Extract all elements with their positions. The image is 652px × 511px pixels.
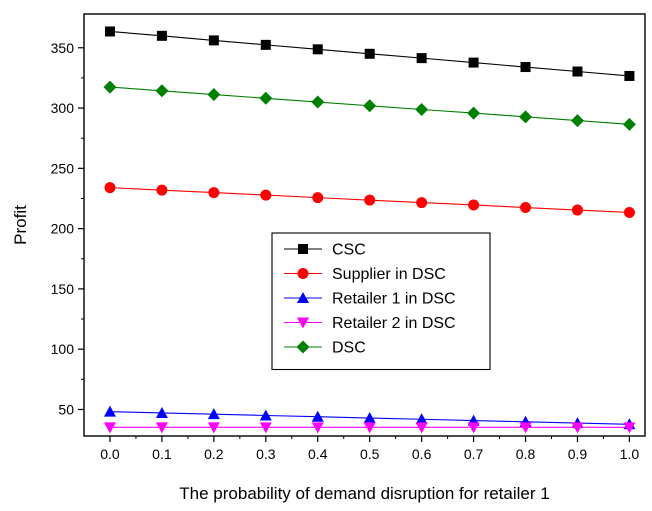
data-point-csc [312, 44, 323, 55]
data-point-retailer-1-in-dsc [155, 406, 168, 418]
data-point-csc [208, 35, 219, 46]
x-tick-label: 0.1 [152, 446, 172, 462]
data-point-retailer-1-in-dsc [259, 409, 272, 421]
legend-item-dsc: DSC [284, 340, 366, 357]
series-supplier-in-dsc [104, 182, 635, 218]
y-tick-label: 150 [51, 281, 75, 297]
y-tick-label: 100 [51, 341, 75, 357]
data-point-retailer-1-in-dsc [311, 410, 324, 422]
series-csc [104, 26, 635, 81]
data-point-dsc [155, 84, 169, 98]
data-point-dsc [259, 91, 273, 105]
data-point-retailer-2-in-dsc [467, 422, 480, 434]
legend-item-csc: CSC [284, 242, 366, 259]
y-tick-label: 250 [51, 160, 75, 176]
data-point-retailer-1-in-dsc [207, 408, 220, 420]
series-dsc [103, 80, 636, 131]
legend: CSC Supplier in DSC Retailer 1 in DSC Retai… [271, 232, 491, 371]
x-tick-label: 0.3 [256, 446, 276, 462]
data-point-csc [520, 62, 531, 73]
data-point-retailer-2-in-dsc [363, 422, 376, 434]
data-point-supplier-in-dsc [104, 182, 116, 194]
legend-item-retailer-2-in-dsc: Retailer 2 in DSC [284, 315, 456, 332]
data-point-supplier-in-dsc [364, 194, 376, 206]
series-retailer-2-in-dsc [103, 422, 636, 434]
data-point-retailer-2-in-dsc [623, 422, 636, 434]
data-point-csc [104, 26, 115, 37]
data-point-csc [572, 66, 583, 77]
data-point-csc [416, 53, 427, 64]
legend-label: CSC [332, 242, 366, 259]
legend-item-supplier-in-dsc: Supplier in DSC [284, 266, 446, 283]
data-point-csc [468, 57, 479, 68]
legend-marker [297, 292, 309, 303]
x-axis-title: The probability of demand disruption for… [179, 484, 549, 503]
data-point-dsc [311, 95, 325, 109]
data-point-retailer-1-in-dsc [415, 413, 428, 425]
x-tick-label: 0.2 [204, 446, 224, 462]
legend-marker [297, 268, 309, 279]
x-tick-label: 0.5 [360, 446, 380, 462]
data-point-supplier-in-dsc [468, 199, 480, 211]
y-tick-label: 300 [51, 100, 75, 116]
x-tick-label: 0.4 [308, 446, 328, 462]
legend-marker [296, 340, 310, 354]
y-tick-label: 200 [51, 221, 75, 237]
data-point-retailer-2-in-dsc [207, 422, 220, 434]
x-tick-label: 0.0 [100, 446, 120, 462]
data-point-dsc [415, 102, 429, 116]
data-point-dsc [467, 106, 481, 120]
legend-label: DSC [332, 340, 366, 357]
data-point-retailer-2-in-dsc [155, 422, 168, 434]
data-point-csc [260, 39, 271, 50]
data-point-retailer-2-in-dsc [571, 422, 584, 434]
data-point-retailer-1-in-dsc [363, 412, 376, 424]
data-point-supplier-in-dsc [623, 206, 635, 218]
legend-label: Retailer 2 in DSC [332, 315, 456, 332]
data-point-dsc [519, 110, 533, 124]
data-point-dsc [570, 114, 584, 128]
data-point-csc [156, 30, 167, 41]
y-tick-label: 50 [58, 401, 74, 417]
data-point-csc [624, 70, 635, 81]
y-axis-title: Profit [11, 205, 30, 245]
legend-marker [297, 317, 309, 329]
plot-frame [83, 13, 646, 437]
data-point-retailer-1-in-dsc [103, 405, 116, 417]
data-point-dsc [622, 117, 636, 131]
legend-label: Supplier in DSC [332, 266, 446, 283]
axes-layer: 0.0 0.1 0.2 0.3 0.4 0.5 0.6 0.7 0.8 0.9 1.0 50 100 15… [51, 40, 640, 462]
data-point-retailer-2-in-dsc [259, 422, 272, 434]
data-point-supplier-in-dsc [520, 202, 532, 214]
x-tick-label: 0.6 [412, 446, 432, 462]
plot-area [83, 13, 646, 437]
data-point-supplier-in-dsc [156, 184, 168, 196]
x-tick-label: 1.0 [620, 446, 640, 462]
legend-item-retailer-1-in-dsc: Retailer 1 in DSC [284, 291, 456, 308]
y-tick-label: 350 [51, 40, 75, 56]
data-point-csc [364, 48, 375, 59]
data-point-retailer-2-in-dsc [311, 422, 324, 434]
data-point-retailer-2-in-dsc [415, 422, 428, 434]
data-point-dsc [103, 80, 117, 94]
x-tick-label: 0.8 [516, 446, 536, 462]
data-point-dsc [207, 88, 221, 102]
legend-marker [298, 244, 308, 254]
data-point-supplier-in-dsc [416, 197, 428, 209]
data-point-supplier-in-dsc [260, 189, 272, 201]
x-tick-label: 0.9 [568, 446, 588, 462]
data-point-retailer-2-in-dsc [519, 422, 532, 434]
legend-label: Retailer 1 in DSC [332, 291, 456, 308]
data-point-retailer-2-in-dsc [103, 422, 116, 434]
x-tick-label: 0.7 [464, 446, 484, 462]
data-point-supplier-in-dsc [208, 187, 220, 199]
data-point-supplier-in-dsc [312, 192, 324, 204]
series-layer [103, 26, 636, 434]
data-point-supplier-in-dsc [571, 204, 583, 216]
data-point-dsc [363, 99, 377, 113]
